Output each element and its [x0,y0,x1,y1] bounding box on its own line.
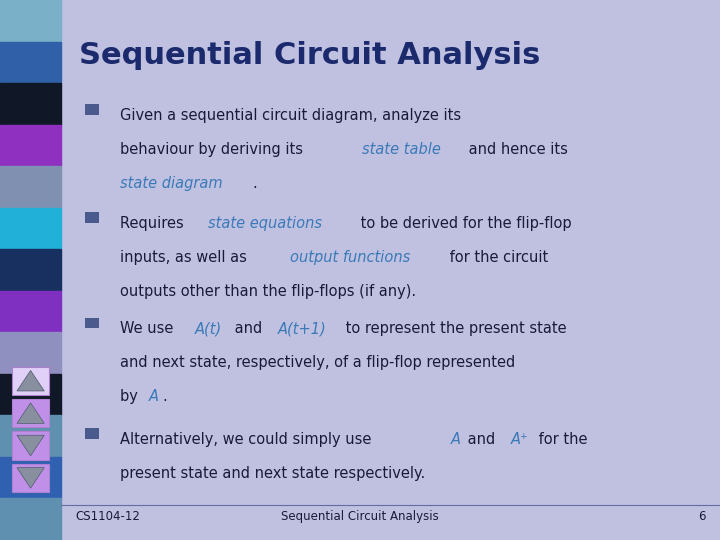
Bar [0,83,61,125]
Polygon shape [17,403,45,423]
Bar [0,208,61,249]
Text: behaviour by deriving its: behaviour by deriving its [120,142,308,157]
Text: inputs, as well as: inputs, as well as [120,250,252,265]
Text: A: A [451,432,461,447]
Text: output functions: output functions [290,250,410,265]
Text: present state and next state respectively.: present state and next state respectivel… [120,466,426,481]
Text: state equations: state equations [209,216,323,231]
Bar [0,291,61,332]
Text: We use: We use [120,321,179,336]
Text: Alternatively, we could simply use: Alternatively, we could simply use [120,432,377,447]
Bar [0,332,61,374]
Bar [85,212,99,223]
Text: Sequential Circuit Analysis: Sequential Circuit Analysis [79,40,541,70]
Text: and next state, respectively, of a flip-flop represented: and next state, respectively, of a flip-… [120,355,516,370]
Text: state diagram: state diagram [120,176,223,191]
Text: outputs other than the flip-flops (if any).: outputs other than the flip-flops (if an… [120,284,416,299]
Text: CS1104-12: CS1104-12 [76,510,140,523]
Bar [0,125,61,166]
Bar [0,415,61,457]
Bar [12,399,50,427]
Polygon shape [17,468,45,488]
Text: A⁺: A⁺ [511,432,528,447]
Bar [12,367,50,395]
Text: and: and [464,432,500,447]
Text: for the: for the [534,432,588,447]
Bar [85,104,99,115]
Bar [0,166,61,208]
Bar [0,249,61,291]
Text: Requires: Requires [120,216,189,231]
Text: A(t): A(t) [195,321,222,336]
Text: 6: 6 [698,510,706,523]
Bar [12,464,50,492]
Text: .: . [162,389,167,404]
Bar [85,318,99,328]
Text: to be derived for the flip-flop: to be derived for the flip-flop [356,216,571,231]
Text: to represent the present state: to represent the present state [341,321,567,336]
Text: Given a sequential circuit diagram, analyze its: Given a sequential circuit diagram, anal… [120,108,462,123]
Bar [0,498,61,540]
Bar [0,42,61,83]
Bar [12,431,50,460]
Text: for the circuit: for the circuit [445,250,549,265]
Polygon shape [17,370,45,391]
Text: A(t+1): A(t+1) [278,321,327,336]
Text: Sequential Circuit Analysis: Sequential Circuit Analysis [281,510,439,523]
Text: by: by [120,389,143,404]
Text: .: . [253,176,258,191]
Text: A: A [149,389,159,404]
Polygon shape [17,435,45,456]
Text: and hence its: and hence its [464,142,568,157]
Bar [85,428,99,439]
Text: and: and [230,321,267,336]
Bar [0,374,61,415]
Text: state table: state table [362,142,441,157]
Bar [0,457,61,498]
Bar [0,0,61,42]
